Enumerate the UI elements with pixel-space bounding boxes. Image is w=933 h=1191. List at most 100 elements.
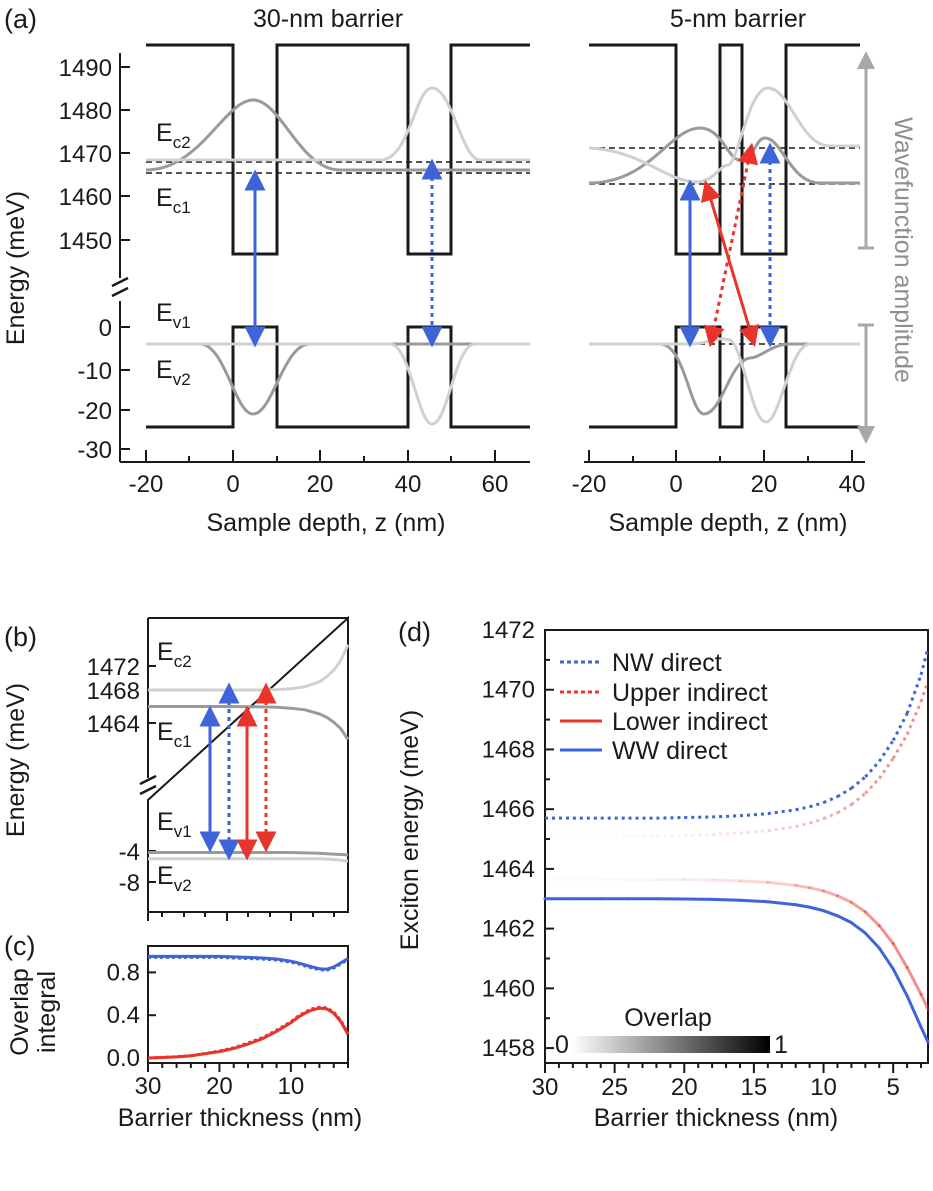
b-ytick-label: 1464 (87, 711, 140, 738)
panel-d-frame (544, 629, 929, 1064)
d-series-lower-indirect-segment (822, 889, 839, 898)
d-series-nw-direct-segment (836, 786, 853, 798)
panel-d-xlabel: Barrier thickness (nm) (594, 1104, 839, 1132)
a-label-Ev2: Ev2 (156, 356, 191, 389)
b-series-ec2 (148, 643, 350, 692)
d-series-upper-indirect-segment (795, 821, 810, 828)
a-left-wavefunction-v2 (146, 342, 530, 426)
d-series-nw-direct-segment (822, 795, 839, 804)
a-left-xtick-label: 0 (226, 471, 239, 498)
a-left-xtick-label: 20 (307, 471, 334, 498)
b-label-Ec2: Ec2 (157, 638, 192, 671)
d-series-upper-indirect-segment (684, 833, 713, 837)
d-series-ww-direct-segment (766, 900, 798, 907)
d-series-upper-indirect-segment (767, 825, 796, 833)
a-label-Ec1: Ec1 (156, 184, 191, 217)
c-y-ticks: 0.8 0.4 0.0 (107, 959, 156, 1072)
a-y-ticks-lower: 0 -10 -20 -30 (77, 315, 130, 464)
panel-a-label: (a) (4, 4, 37, 34)
d-series-nw-direct-segment (739, 812, 768, 818)
d-series-upper-indirect-segment (919, 680, 930, 703)
d-series-lower-indirect-segment (835, 894, 853, 904)
b-ytick-label: -4 (119, 839, 140, 866)
d-ytick-label: 1472 (482, 617, 535, 644)
a-left-valence-band (146, 325, 530, 429)
panel-c-ylabel-line2: integral (33, 971, 61, 1053)
d-series-nw-direct-segment (712, 814, 741, 819)
panel-d-label: (d) (398, 617, 431, 647)
a-ytick-label: -10 (77, 358, 112, 385)
d-series-ww-direct-segment (710, 897, 742, 902)
d-y-ticks: 1472 1470 1468 1466 1464 1462 1460 1458 (482, 617, 554, 1062)
d-ytick-label: 1466 (482, 796, 535, 823)
d-series-upper-indirect-segment (822, 811, 839, 821)
b-series-ev1 (148, 851, 349, 857)
d-series-nw-direct-segment (850, 775, 867, 790)
d-series-nw-direct-segment (919, 647, 930, 676)
panel-d-ylabel: Exciton energy (meV) (396, 710, 424, 950)
d-series-upper-indirect-segment (905, 701, 923, 736)
d-series-lower-indirect-segment (919, 992, 930, 1011)
a-ytick-label: 1460 (59, 184, 112, 211)
d-series-upper-indirect-segment (809, 817, 825, 825)
d-ytick-label: 1462 (482, 916, 535, 943)
d-series-ww-direct-segment (919, 1025, 930, 1044)
d-xtick-label: 25 (601, 1074, 628, 1101)
a-right-wavefunction-v2 (589, 337, 860, 424)
d-series-ww-direct-segment (835, 914, 853, 925)
c-series-upper-indirect (147, 1005, 350, 1060)
c-series-lines (147, 954, 350, 1060)
d-xtick-label: 30 (532, 1074, 559, 1101)
a-left-x-ticks: -20 0 20 40 60 (129, 450, 509, 498)
panel-b: (b) Energy (meV) 1472 1468 1464 -4 -8 (2, 615, 350, 921)
d-series-lower-indirect-segment (863, 910, 881, 928)
d-series-upper-indirect-segment (712, 831, 741, 837)
d-series-upper-indirect-segment (878, 757, 895, 780)
d-series-ww-direct-segment (863, 931, 881, 950)
d-series-lower-indirect-segment (794, 883, 812, 890)
panel-b-ylabel: Energy (meV) (2, 683, 30, 837)
wavefunction-amplitude-label: Wavefunction amplitude (889, 117, 917, 383)
c-xtick-label: 20 (206, 1073, 233, 1100)
a-right-xtick-label: 20 (751, 471, 778, 498)
panel-a-ylabel: Energy (meV) (2, 191, 30, 345)
a-right-lower-indirect-arrow (700, 179, 760, 348)
c-x-ticks: 30 20 10 (135, 1063, 349, 1100)
b-ytick-label: -8 (119, 870, 140, 897)
legend-upper-indirect: Upper indirect (612, 679, 768, 707)
a-right-wavefunction-c2 (588, 86, 860, 184)
b-label-Ev2: Ev2 (157, 862, 192, 895)
a-left-xtick-label: 60 (482, 471, 509, 498)
panel-a-right: 5-nm barrier -20 0 20 40 Sample depth, z… (572, 5, 917, 537)
a-ytick-label: 0 (99, 315, 112, 342)
d-series-lower-indirect-segment (905, 965, 923, 996)
d-x-ticks: 30 25 20 15 10 5 (532, 1063, 923, 1101)
b-ytick-label: 1468 (87, 678, 140, 705)
d-series-nw-direct-segment (795, 805, 810, 812)
d-series-nw-direct-segment (809, 801, 824, 809)
b-x-ticks (147, 912, 335, 921)
a-ytick-label: 1490 (59, 55, 112, 82)
panel-c-ylabel-line1: Overlap (6, 968, 34, 1056)
d-legend: NW direct Upper indirect Lower indirect … (560, 649, 768, 765)
colorbar-gradient (572, 1036, 770, 1053)
a-label-Ec2: Ec2 (156, 119, 191, 152)
a-left-xtick-label: 40 (395, 471, 422, 498)
d-ytick-label: 1464 (482, 856, 535, 883)
panel-d: (d) Exciton energy (meV) 1472 1470 1468 146… (396, 617, 930, 1132)
c-series-lower-indirect (147, 1006, 350, 1060)
a-right-xlabel: Sample depth, z (nm) (609, 509, 848, 537)
a-ytick-label: 1480 (59, 98, 112, 125)
d-series-lower-indirect-segment (738, 879, 770, 884)
d-series-ww-direct-segment (877, 946, 895, 971)
d-series-upper-indirect-segment (656, 833, 685, 838)
d-series-ww-direct-segment (808, 905, 826, 913)
a-left-wavefunction-c2 (146, 86, 530, 162)
c-series-nw-direct (148, 955, 349, 972)
d-ytick-label: 1468 (482, 736, 535, 763)
c-xtick-label: 10 (278, 1073, 305, 1100)
d-series-lower-indirect-segment (710, 878, 742, 883)
d-series-nw-direct-segment (891, 712, 909, 742)
a-axis-break-mark (111, 286, 129, 298)
d-series-nw-direct-segment (864, 760, 881, 778)
